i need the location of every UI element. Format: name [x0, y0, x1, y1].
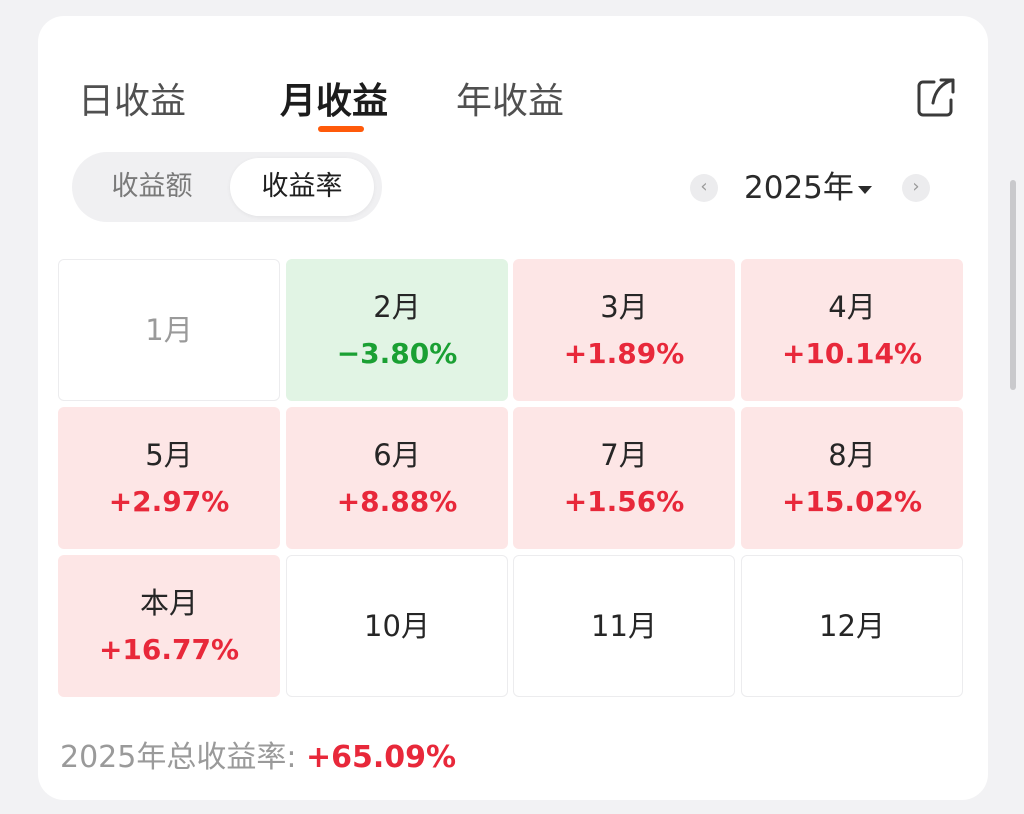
month-label: 5月 [145, 438, 193, 472]
month-cell-3[interactable]: 3月 +1.89% [513, 259, 735, 401]
month-cell-4[interactable]: 4月 +10.14% [741, 259, 963, 401]
month-cell-2[interactable]: 2月 −3.80% [286, 259, 508, 401]
month-cell-1[interactable]: 1月 [58, 259, 280, 401]
month-return: +1.56% [563, 485, 685, 518]
month-return: +8.88% [336, 485, 458, 518]
caret-down-icon [857, 185, 872, 194]
tab-yearly-earnings[interactable]: 年收益 [456, 81, 565, 122]
month-return: +2.97% [108, 485, 230, 518]
prev-year-button[interactable]: ‹ [690, 174, 718, 202]
share-button[interactable] [914, 76, 958, 120]
month-label: 1月 [145, 313, 193, 347]
year-label: 2025年 [744, 170, 854, 206]
month-label: 6月 [373, 438, 421, 472]
year-selector[interactable]: 2025年 [744, 164, 872, 212]
active-tab-indicator [318, 126, 364, 132]
month-return: +10.14% [781, 337, 923, 370]
month-return: −3.80% [336, 337, 458, 370]
earnings-card: 日收益 月收益 年收益 收益额 收益率 ‹ 2025年 › 1月 2月 −3.8… [38, 16, 988, 800]
month-label: 4月 [828, 290, 876, 324]
tab-monthly-earnings[interactable]: 月收益 [280, 81, 389, 122]
month-label: 10月 [364, 609, 430, 643]
month-label: 7月 [600, 438, 648, 472]
month-label: 本月 [139, 586, 198, 620]
month-cell-8[interactable]: 8月 +15.02% [741, 407, 963, 549]
month-cell-11[interactable]: 11月 [513, 555, 735, 697]
scrollbar[interactable] [1010, 180, 1016, 390]
metric-toggle: 收益额 收益率 [72, 152, 382, 222]
month-label: 2月 [373, 290, 421, 324]
month-cell-5[interactable]: 5月 +2.97% [58, 407, 280, 549]
next-year-button[interactable]: › [902, 174, 930, 202]
tab-daily-earnings[interactable]: 日收益 [78, 81, 187, 122]
month-cell-7[interactable]: 7月 +1.56% [513, 407, 735, 549]
month-label: 3月 [600, 290, 648, 324]
month-return: +15.02% [781, 485, 923, 518]
toggle-rate[interactable]: 收益率 [230, 158, 374, 216]
summary-value: +65.09% [306, 740, 457, 775]
month-cell-12[interactable]: 12月 [741, 555, 963, 697]
annual-summary: 2025年总收益率: +65.09% [60, 732, 456, 776]
month-label: 12月 [819, 609, 885, 643]
month-cell-current[interactable]: 本月 +16.77% [58, 555, 280, 697]
month-return: +16.77% [98, 633, 240, 666]
share-icon [917, 78, 955, 117]
month-label: 11月 [591, 609, 657, 643]
month-return: +1.89% [563, 337, 685, 370]
month-cell-6[interactable]: 6月 +8.88% [286, 407, 508, 549]
summary-label: 2025年总收益率: [60, 740, 306, 775]
month-cell-10[interactable]: 10月 [286, 555, 508, 697]
month-label: 8月 [828, 438, 876, 472]
toggle-amount[interactable]: 收益额 [111, 171, 193, 202]
